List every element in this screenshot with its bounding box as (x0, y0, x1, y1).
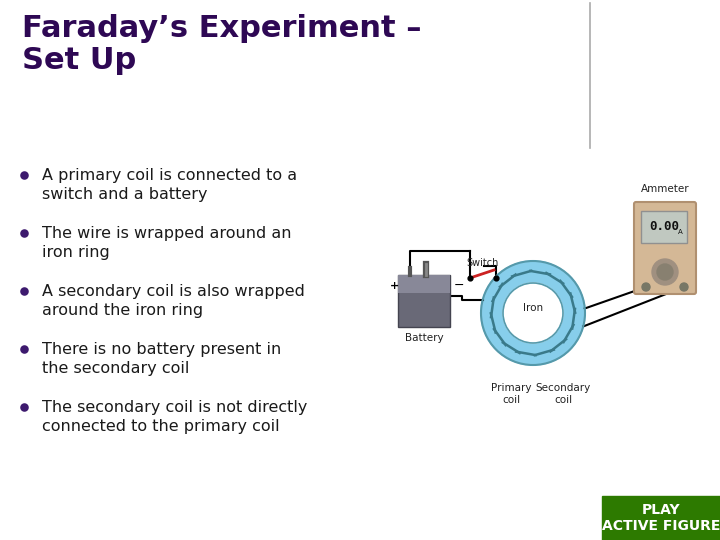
Point (490, 274, 502, 282)
Text: Faraday’s Experiment –
Set Up: Faraday’s Experiment – Set Up (22, 14, 421, 76)
Circle shape (503, 283, 563, 343)
Point (18, 287, 30, 295)
Circle shape (481, 261, 585, 365)
Circle shape (657, 264, 673, 280)
Circle shape (680, 283, 688, 291)
Point (464, 274, 476, 282)
FancyBboxPatch shape (641, 211, 687, 243)
Point (18, 403, 30, 411)
Text: The secondary coil is not directly
connected to the primary coil: The secondary coil is not directly conne… (42, 400, 307, 434)
Text: A secondary coil is also wrapped
around the iron ring: A secondary coil is also wrapped around … (42, 284, 305, 318)
Point (18, 228, 30, 237)
Circle shape (642, 283, 650, 291)
Text: 0.00: 0.00 (649, 220, 679, 233)
Text: Switch: Switch (467, 258, 499, 268)
Text: +: + (390, 281, 400, 291)
Text: Primary
coil: Primary coil (491, 383, 531, 404)
Text: −: − (454, 279, 464, 292)
Point (18, 345, 30, 353)
FancyBboxPatch shape (634, 202, 696, 294)
Text: Battery: Battery (405, 333, 444, 343)
Text: Iron: Iron (523, 303, 543, 313)
Text: Secondary
coil: Secondary coil (536, 383, 590, 404)
FancyBboxPatch shape (398, 275, 450, 293)
FancyBboxPatch shape (398, 275, 450, 327)
Text: A: A (678, 229, 683, 235)
FancyBboxPatch shape (602, 496, 720, 540)
Circle shape (652, 259, 678, 285)
Text: PLAY
ACTIVE FIGURE: PLAY ACTIVE FIGURE (602, 503, 720, 533)
Point (18, 171, 30, 179)
Text: The wire is wrapped around an
iron ring: The wire is wrapped around an iron ring (42, 226, 292, 260)
Text: There is no battery present in
the secondary coil: There is no battery present in the secon… (42, 342, 282, 376)
Text: Ammeter: Ammeter (641, 184, 689, 194)
Text: A primary coil is connected to a
switch and a battery: A primary coil is connected to a switch … (42, 168, 297, 202)
